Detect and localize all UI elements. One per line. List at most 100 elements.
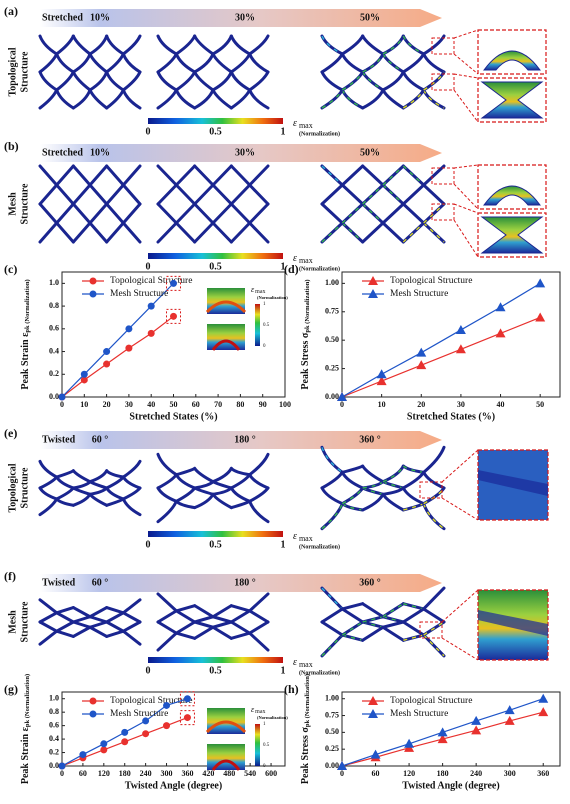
lattice-strut [105,183,125,206]
x-tick-label: 70 [214,400,222,409]
panel-label: (a) [4,4,18,18]
lattice-strut [174,88,197,110]
zoom-connector [453,89,479,123]
strain-highlight [402,89,425,109]
lattice-strut [211,183,233,206]
lattice-strut [88,615,109,624]
lattice-strut [248,592,270,613]
y-axis-title-main: Peak Stress σ [300,727,311,784]
x-tick-label: 300 [161,769,173,778]
lattice-strut [401,620,426,637]
lattice-strut [88,221,109,244]
lattice-strut [71,221,92,244]
zoom-source [431,73,455,91]
legend-label: Topological Structure [110,696,192,706]
lattice-strut [156,620,178,635]
x-tick-label: 30 [125,400,133,409]
lattice-strut [211,164,233,187]
strain-highlight [321,35,343,55]
y-axis-title: Peak Strain εpk (Normalization) [20,674,31,784]
panel-label: (e) [4,426,17,440]
x-tick-label: 10 [378,400,386,409]
lattice-strut [248,34,270,56]
marker [58,762,66,770]
lattice-strut [38,52,59,74]
x-tick-label: 480 [223,769,235,778]
lattice-strut [174,609,197,624]
lattice-strut [193,34,215,56]
lattice-strut [381,52,405,74]
x-tick-label: 80 [236,400,244,409]
lattice-strut [211,620,233,629]
lattice-strut [381,164,405,187]
lattice-strut [156,183,178,206]
y-tick-label: 0.2 [49,747,59,756]
lattice-strut [174,466,197,477]
y-tick-label: 0.0 [49,761,59,770]
lattice-strut [229,609,252,624]
lattice-strut [211,34,233,56]
plot-frame [61,691,286,767]
lattice-strut [88,620,109,629]
lattice-strut [121,221,142,244]
legend-marker [89,697,97,705]
lattice-strut [174,164,197,187]
lattice-strut [248,52,270,74]
colorbar-title: ε max [293,253,313,265]
lattice-strut [361,34,385,56]
lattice-strut [211,604,233,619]
lattice-strut [156,592,178,613]
stage-label: 60 ° [92,434,109,445]
zoom-source [431,37,455,55]
lattice-strut [38,629,59,646]
lattice-strut [229,473,252,490]
marker [471,725,482,735]
lattice-strut [121,183,142,206]
lattice [320,164,446,244]
y-tick-label: 0.75 [325,307,339,316]
lattice-strut [55,164,75,187]
lattice-strut [105,34,125,56]
inset-tick-label: 0 [263,764,266,769]
legend-label: Topological Structure [110,276,192,286]
lattice-strut [211,466,233,484]
y-axis-title-main: Peak Strain ε [20,726,31,784]
lattice-strut [340,52,365,74]
panel-label: (c) [4,262,17,276]
lattice-strut [422,52,446,74]
lattice-strut [320,70,344,92]
lattice-strut [105,52,125,74]
marker [163,701,171,709]
lattice-strut [401,221,426,244]
colorbar-subscript: max [299,660,313,669]
lattice-strut [105,497,125,507]
lattice-strut [156,70,178,92]
lattice-strut [248,620,270,635]
marker [147,329,155,337]
x-tick-label: 600 [265,769,277,778]
lattice-strut [55,611,75,624]
lattice-strut [422,183,446,206]
y-tick-label: 0.00 [325,392,339,401]
colorbar-note: (Normalization) [299,543,340,550]
lattice-strut [229,88,252,110]
y-axis-title-sub: pk (Normalization) [304,279,311,332]
lattice-strut [88,606,109,619]
lattice-strut [38,183,59,206]
y-axis-title: Peak Stress σpk (Normalization) [300,279,311,389]
plot-frame [341,691,561,767]
x-tick-label: 10 [80,400,88,409]
y-tick-label: 0.25 [325,363,339,372]
colorbar-subscript: max [299,534,313,543]
lattice-strut [361,464,385,484]
marker [79,751,87,759]
lattice-strut [121,52,142,74]
colorbar-tick-label: 1 [281,539,286,550]
strain-highlight [362,71,384,91]
progress-arrow [40,9,442,27]
lattice-strut [38,475,59,490]
lattice-strut [229,164,252,187]
marker [163,722,171,730]
lattice-strut [401,183,426,206]
